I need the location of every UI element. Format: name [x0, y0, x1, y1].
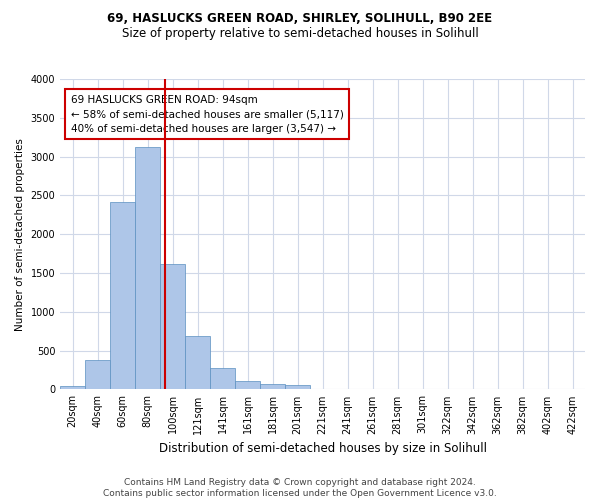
- Text: Size of property relative to semi-detached houses in Solihull: Size of property relative to semi-detach…: [122, 28, 478, 40]
- Bar: [85, 360, 110, 390]
- Bar: [60, 386, 85, 390]
- Bar: [110, 202, 135, 390]
- Text: 69 HASLUCKS GREEN ROAD: 94sqm
← 58% of semi-detached houses are smaller (5,117)
: 69 HASLUCKS GREEN ROAD: 94sqm ← 58% of s…: [71, 94, 344, 134]
- Y-axis label: Number of semi-detached properties: Number of semi-detached properties: [15, 138, 25, 330]
- Bar: [210, 368, 235, 390]
- Bar: [160, 264, 185, 390]
- Bar: [260, 384, 285, 390]
- Bar: [135, 146, 160, 390]
- Bar: [285, 385, 310, 390]
- Bar: [235, 381, 260, 390]
- Text: 69, HASLUCKS GREEN ROAD, SHIRLEY, SOLIHULL, B90 2EE: 69, HASLUCKS GREEN ROAD, SHIRLEY, SOLIHU…: [107, 12, 493, 26]
- X-axis label: Distribution of semi-detached houses by size in Solihull: Distribution of semi-detached houses by …: [158, 442, 487, 455]
- Bar: [185, 336, 210, 390]
- Text: Contains HM Land Registry data © Crown copyright and database right 2024.
Contai: Contains HM Land Registry data © Crown c…: [103, 478, 497, 498]
